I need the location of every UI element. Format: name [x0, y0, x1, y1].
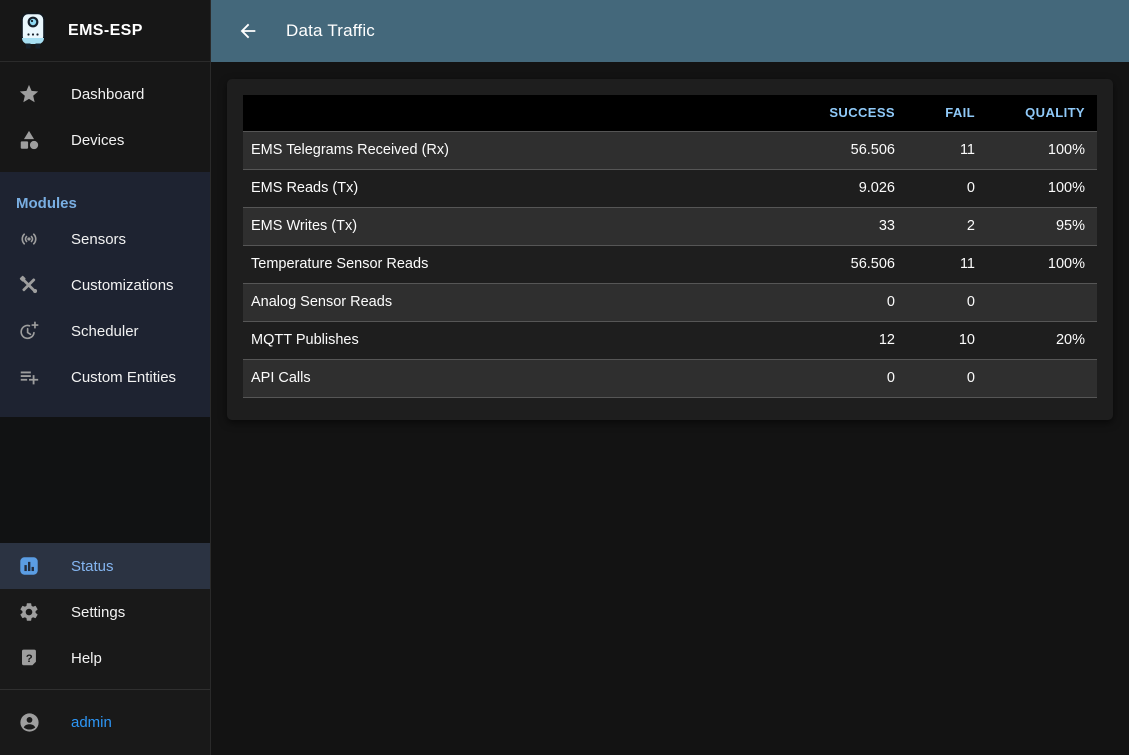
row-name: Analog Sensor Reads — [243, 283, 777, 322]
row-quality-value: 100% — [987, 169, 1097, 208]
bar-chart-icon — [17, 554, 41, 578]
row-name: MQTT Publishes — [243, 321, 777, 360]
row-success-value: 12 — [777, 321, 907, 360]
row-fail-value: 2 — [907, 207, 987, 246]
row-quality-value: 95% — [987, 207, 1097, 246]
row-quality-value — [987, 359, 1097, 398]
category-icon — [17, 128, 41, 152]
star-icon — [17, 82, 41, 106]
help-icon: ? — [17, 646, 41, 670]
main-area: Data Traffic SUCCESS FAIL QUALITY — [211, 0, 1129, 755]
table-header: SUCCESS FAIL QUALITY — [243, 95, 1097, 132]
boiler-logo-icon — [15, 12, 51, 50]
row-success-value: 0 — [777, 283, 907, 322]
sidebar-nav-bottom: Status Settings ? Help — [0, 543, 210, 689]
row-fail-value: 11 — [907, 245, 987, 284]
more-time-icon — [17, 319, 41, 343]
topbar: Data Traffic — [211, 0, 1129, 62]
sidebar-item-label: Help — [71, 649, 102, 667]
modules-section-header: Modules — [16, 195, 77, 212]
row-name: Temperature Sensor Reads — [243, 245, 777, 284]
sidebar-item-label: Devices — [71, 131, 125, 149]
row-quality-value: 100% — [987, 245, 1097, 284]
table-row: EMS Writes (Tx) 33 2 95% — [243, 207, 1097, 246]
table-row: Temperature Sensor Reads 56.506 11 100% — [243, 245, 1097, 284]
row-fail-value: 11 — [907, 131, 987, 170]
row-quality-value: 20% — [987, 321, 1097, 360]
column-header-fail: FAIL — [907, 95, 987, 132]
row-name: EMS Writes (Tx) — [243, 207, 777, 246]
sidebar: EMS-ESP Dashboard De — [0, 0, 211, 755]
data-traffic-table: SUCCESS FAIL QUALITY EMS Telegrams Recei… — [243, 95, 1097, 398]
row-success-value: 56.506 — [777, 131, 907, 170]
data-traffic-card: SUCCESS FAIL QUALITY EMS Telegrams Recei… — [227, 79, 1113, 420]
account-circle-icon — [17, 711, 41, 734]
playlist-add-icon — [17, 365, 41, 389]
row-success-value: 0 — [777, 359, 907, 398]
row-fail-value: 0 — [907, 169, 987, 208]
gear-icon — [17, 600, 41, 624]
sidebar-item-help[interactable]: ? Help — [0, 635, 210, 681]
user-label: admin — [71, 714, 112, 731]
sensors-icon — [17, 227, 41, 251]
app-title: EMS-ESP — [68, 21, 143, 39]
sidebar-item-label: Scheduler — [71, 322, 139, 340]
column-header-name — [243, 95, 777, 132]
sidebar-item-dashboard[interactable]: Dashboard — [0, 71, 210, 117]
table-row: EMS Telegrams Received (Rx) 56.506 11 10… — [243, 131, 1097, 170]
row-success-value: 56.506 — [777, 245, 907, 284]
row-success-value: 9.026 — [777, 169, 907, 208]
sidebar-divider — [0, 689, 210, 690]
sidebar-item-custom-entities[interactable]: Custom Entities — [0, 354, 210, 400]
traffic-table-body: EMS Telegrams Received (Rx) 56.506 11 10… — [243, 131, 1097, 398]
sidebar-item-label: Sensors — [71, 230, 127, 248]
sidebar-nav-primary: Dashboard Devices — [0, 62, 210, 172]
construction-icon — [17, 273, 41, 297]
row-quality-value: 100% — [987, 131, 1097, 170]
row-name: API Calls — [243, 359, 777, 398]
column-header-quality: QUALITY — [987, 95, 1097, 132]
sidebar-item-devices[interactable]: Devices — [0, 117, 210, 163]
sidebar-user-admin[interactable]: admin — [0, 690, 210, 755]
row-fail-value: 0 — [907, 283, 987, 322]
content: SUCCESS FAIL QUALITY EMS Telegrams Recei… — [211, 62, 1129, 755]
page-title: Data Traffic — [286, 21, 376, 40]
sidebar-item-settings[interactable]: Settings — [0, 589, 210, 635]
sidebar-item-label: Settings — [71, 603, 126, 621]
row-success-value: 33 — [777, 207, 907, 246]
table-row: Analog Sensor Reads 0 0 — [243, 283, 1097, 322]
table-row: EMS Reads (Tx) 9.026 0 100% — [243, 169, 1097, 208]
row-name: EMS Telegrams Received (Rx) — [243, 131, 777, 170]
sidebar-item-customizations[interactable]: Customizations — [0, 262, 210, 308]
sidebar-item-status[interactable]: Status — [0, 543, 210, 589]
row-fail-value: 10 — [907, 321, 987, 360]
arrow-back-icon[interactable] — [234, 17, 262, 45]
row-quality-value — [987, 283, 1097, 322]
sidebar-item-label: Status — [71, 557, 114, 575]
table-row: MQTT Publishes 12 10 20% — [243, 321, 1097, 360]
column-header-success: SUCCESS — [777, 95, 907, 132]
sidebar-item-sensors[interactable]: Sensors — [0, 216, 210, 262]
sidebar-spacer — [0, 417, 210, 543]
sidebar-item-label: Custom Entities — [71, 368, 177, 386]
row-fail-value: 0 — [907, 359, 987, 398]
row-name: EMS Reads (Tx) — [243, 169, 777, 208]
sidebar-modules-section: Modules Sensors — [0, 172, 210, 417]
svg-text:?: ? — [26, 653, 33, 665]
sidebar-header: EMS-ESP — [0, 0, 210, 62]
table-row: API Calls 0 0 — [243, 359, 1097, 398]
sidebar-item-scheduler[interactable]: Scheduler — [0, 308, 210, 354]
sidebar-item-label: Customizations — [71, 276, 174, 294]
sidebar-item-label: Dashboard — [71, 85, 145, 103]
